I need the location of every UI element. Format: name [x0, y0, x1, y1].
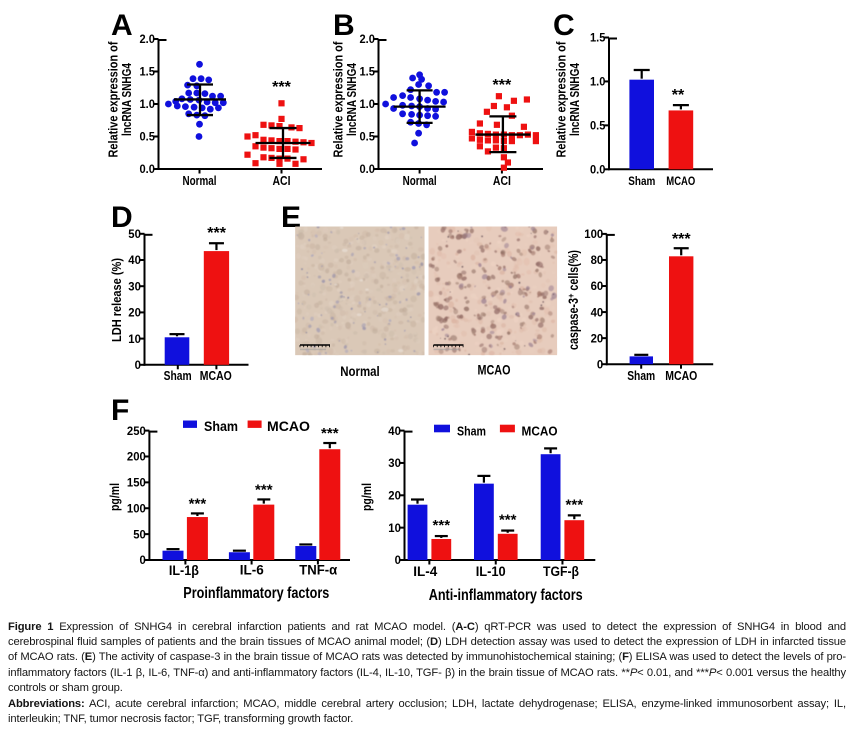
svg-text:0.5: 0.5 [360, 130, 376, 144]
svg-text:2.0: 2.0 [360, 32, 376, 46]
svg-text:lncRNA SNHG4: lncRNA SNHG4 [568, 63, 582, 136]
svg-text:20: 20 [591, 331, 604, 345]
svg-text:***: *** [672, 231, 691, 248]
svg-text:MCAO: MCAO [665, 368, 697, 383]
svg-text:MCAO: MCAO [522, 424, 558, 439]
svg-text:IL-4: IL-4 [413, 564, 437, 579]
svg-text:***: *** [493, 77, 512, 94]
svg-text:***: *** [255, 481, 273, 498]
svg-text:0.5: 0.5 [140, 130, 156, 144]
svg-text:1.0: 1.0 [590, 75, 606, 89]
svg-text:MCAO: MCAO [200, 368, 232, 383]
svg-text:0: 0 [140, 553, 147, 567]
svg-text:0.0: 0.0 [360, 162, 376, 176]
svg-text:lncRNA SNHG4: lncRNA SNHG4 [120, 63, 134, 136]
svg-text:200: 200 [127, 450, 146, 464]
svg-text:100: 100 [584, 227, 603, 241]
svg-text:60: 60 [591, 279, 604, 293]
svg-text:Relative expression of: Relative expression of [107, 41, 121, 158]
svg-text:Proinflammatory factors: Proinflammatory factors [183, 585, 329, 602]
svg-text:1.0: 1.0 [140, 97, 156, 111]
svg-text:Sham: Sham [457, 424, 486, 439]
svg-text:pg/ml: pg/ml [359, 483, 374, 511]
svg-text:caspase-3+ cells(%): caspase-3+ cells(%) [566, 250, 581, 350]
svg-text:Normal: Normal [403, 174, 437, 188]
svg-text:MCAO: MCAO [666, 174, 695, 188]
svg-text:B: B [333, 9, 355, 42]
svg-text:TNF-α: TNF-α [299, 563, 338, 578]
svg-text:1.0: 1.0 [360, 97, 376, 111]
svg-text:1.5: 1.5 [360, 65, 376, 79]
svg-text:150: 150 [127, 476, 146, 490]
svg-text:F: F [111, 394, 129, 427]
svg-text:50: 50 [128, 227, 141, 241]
svg-text:0.5: 0.5 [590, 119, 606, 133]
svg-text:0: 0 [395, 553, 402, 567]
svg-text:Sham: Sham [627, 368, 655, 383]
svg-text:***: *** [566, 496, 584, 513]
svg-text:***: *** [433, 517, 451, 534]
svg-text:***: *** [189, 495, 207, 512]
svg-text:100: 100 [127, 501, 146, 515]
svg-text:MCAO: MCAO [267, 418, 310, 434]
svg-text:Normal: Normal [183, 174, 217, 188]
svg-text:Anti-inflammatory factors: Anti-inflammatory factors [429, 587, 583, 604]
svg-text:40: 40 [591, 305, 604, 319]
svg-text:Sham: Sham [628, 174, 655, 188]
svg-text:2.0: 2.0 [140, 32, 156, 46]
svg-text:MCAO: MCAO [478, 363, 511, 378]
svg-text:50: 50 [133, 527, 146, 541]
svg-text:0.0: 0.0 [590, 163, 606, 177]
svg-text:IL-1β: IL-1β [169, 563, 199, 578]
svg-text:IL-10: IL-10 [476, 564, 506, 579]
svg-text:E: E [281, 201, 301, 234]
svg-text:10: 10 [388, 521, 401, 535]
svg-text:***: *** [207, 225, 226, 242]
svg-text:20: 20 [388, 489, 401, 503]
svg-text:Relative expression of: Relative expression of [332, 41, 346, 158]
svg-text:ACI: ACI [273, 174, 291, 188]
svg-text:Relative expression of: Relative expression of [555, 41, 569, 158]
svg-text:ACI: ACI [493, 174, 511, 188]
svg-text:30: 30 [388, 456, 401, 470]
svg-text:40: 40 [128, 253, 141, 267]
svg-text:250: 250 [127, 424, 146, 438]
svg-text:**: ** [672, 87, 685, 104]
svg-text:pg/ml: pg/ml [107, 483, 122, 511]
svg-text:A: A [111, 9, 133, 42]
svg-text:1.5: 1.5 [590, 31, 606, 45]
svg-text:30: 30 [128, 279, 141, 293]
svg-text:lncRNA SNHG4: lncRNA SNHG4 [345, 63, 359, 136]
svg-text:10: 10 [128, 332, 141, 346]
svg-text:***: *** [321, 425, 339, 442]
svg-text:40: 40 [388, 424, 401, 438]
svg-text:***: *** [499, 512, 517, 529]
svg-text:IL-6: IL-6 [240, 563, 264, 578]
svg-text:***: *** [272, 79, 291, 96]
svg-text:0.0: 0.0 [140, 162, 156, 176]
svg-text:0: 0 [135, 358, 142, 372]
svg-text:1.5: 1.5 [140, 65, 156, 79]
svg-text:D: D [111, 201, 133, 234]
svg-text:LDH release (%): LDH release (%) [109, 258, 124, 342]
svg-text:Sham: Sham [164, 368, 192, 383]
svg-text:0: 0 [597, 357, 604, 371]
svg-text:TGF-β: TGF-β [543, 564, 579, 579]
svg-text:Sham: Sham [204, 418, 238, 434]
svg-text:80: 80 [591, 253, 604, 267]
svg-text:Normal: Normal [340, 364, 380, 379]
svg-text:C: C [553, 9, 575, 42]
svg-text:20: 20 [128, 306, 141, 320]
